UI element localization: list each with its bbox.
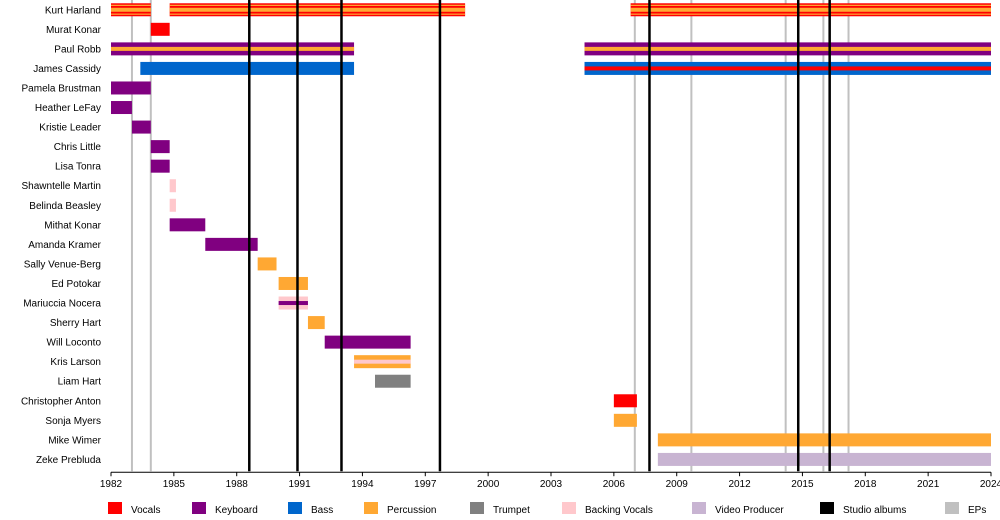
member-label-james-cassidy: James Cassidy xyxy=(33,64,101,75)
member-label-paul-robb: Paul Robb xyxy=(54,44,101,55)
x-tick-label-2024: 2024 xyxy=(980,479,1000,490)
x-tick-label-1994: 1994 xyxy=(351,479,374,490)
legend-swatch-percussion xyxy=(364,502,378,514)
member-label-mariuccia-nocera: Mariuccia Nocera xyxy=(23,299,101,310)
member-label-sally-venue-berg: Sally Venue-Berg xyxy=(24,259,101,270)
legend-swatch-video xyxy=(692,502,706,514)
bar-zeke-prebluda-0 xyxy=(657,452,991,466)
x-tick-label-1985: 1985 xyxy=(163,479,186,490)
bar-james-cassidy-0 xyxy=(140,61,355,75)
member-label-liam-hart: Liam Hart xyxy=(58,377,102,388)
legend-swatch-trumpet xyxy=(470,502,484,514)
bar-kris-larson-0-stripe xyxy=(354,359,411,364)
bar-heather-lefay-0 xyxy=(111,101,132,115)
x-tick-label-2006: 2006 xyxy=(603,479,626,490)
bar-kurt-harland-2-stripe-bottom xyxy=(630,13,991,15)
member-label-lisa-tonra: Lisa Tonra xyxy=(55,162,101,173)
bar-chris-little-0 xyxy=(150,140,170,154)
x-tick-label-1982: 1982 xyxy=(100,479,123,490)
x-axis: 1982 1985 1988 1991 1994 1997 2000 2003 2006 2009… xyxy=(100,471,1000,490)
legend-label-trumpet: Trumpet xyxy=(493,505,530,516)
legend-label-backing: Backing Vocals xyxy=(585,505,653,516)
bar-kristie-leader-0 xyxy=(131,120,151,134)
bar-mariuccia-nocera-0-stripe xyxy=(278,301,308,306)
member-label-shawntelle-martin: Shawntelle Martin xyxy=(22,181,101,192)
member-labels: Kurt Harland Murat Konar Paul Robb James Ca… xyxy=(21,5,102,466)
bar-murat-konar-0 xyxy=(150,22,170,36)
legend: Vocals Keyboard Bass Percussion Trumpet Backi… xyxy=(108,502,986,516)
x-tick-label-2000: 2000 xyxy=(477,479,500,490)
bar-mike-wimer-0 xyxy=(657,433,991,447)
legend-label-bass: Bass xyxy=(311,505,333,516)
bar-ed-potokar-0 xyxy=(278,276,308,290)
bar-kurt-harland-0-stripe-top xyxy=(111,4,151,6)
member-label-will-loconto: Will Loconto xyxy=(47,338,102,349)
bar-sonja-myers-0 xyxy=(613,413,637,427)
bar-kurt-harland-2-stripe-top xyxy=(630,4,991,6)
member-label-sonja-myers: Sonja Myers xyxy=(45,416,101,427)
bar-kurt-harland-0-stripe xyxy=(111,7,151,12)
member-label-ed-potokar: Ed Potokar xyxy=(52,279,102,290)
x-tick-label-1988: 1988 xyxy=(226,479,249,490)
bar-liam-hart-0 xyxy=(375,374,411,388)
bar-mithat-konar-0 xyxy=(169,218,206,232)
x-tick-label-2021: 2021 xyxy=(917,479,940,490)
x-tick-label-2015: 2015 xyxy=(791,479,814,490)
member-label-amanda-kramer: Amanda Kramer xyxy=(28,240,101,251)
member-label-kristie-leader: Kristie Leader xyxy=(39,123,101,134)
member-label-zeke-prebluda: Zeke Prebluda xyxy=(36,455,101,466)
bar-kurt-harland-2-stripe xyxy=(630,7,991,12)
bar-kurt-harland-1-stripe xyxy=(169,7,466,12)
x-tick-label-1997: 1997 xyxy=(414,479,437,490)
bar-pamela-brustman-0 xyxy=(111,81,151,95)
member-label-christopher-anton: Christopher Anton xyxy=(21,396,101,407)
bar-sally-venue-berg-0 xyxy=(257,257,277,271)
member-label-kris-larson: Kris Larson xyxy=(50,357,101,368)
member-bars xyxy=(111,3,991,466)
member-label-murat-konar: Murat Konar xyxy=(46,25,102,36)
x-tick-label-1991: 1991 xyxy=(288,479,311,490)
bar-christopher-anton-0 xyxy=(613,394,637,408)
bar-will-loconto-0 xyxy=(324,335,411,349)
member-label-chris-little: Chris Little xyxy=(54,142,102,153)
member-label-heather-lefay: Heather LeFay xyxy=(35,103,101,114)
x-tick-label-2003: 2003 xyxy=(540,479,563,490)
legend-swatch-ep xyxy=(945,502,959,514)
member-label-belinda-beasley: Belinda Beasley xyxy=(29,201,101,212)
legend-swatch-bass xyxy=(288,502,302,514)
legend-swatch-backing xyxy=(562,502,576,514)
bar-paul-robb-0-stripe xyxy=(111,46,355,51)
bar-lisa-tonra-0 xyxy=(150,159,170,173)
bar-kurt-harland-0-stripe-bottom xyxy=(111,13,151,15)
legend-label-studio: Studio albums xyxy=(843,505,906,516)
bar-kurt-harland-1-stripe-top xyxy=(169,4,466,6)
x-tick-label-2009: 2009 xyxy=(666,479,689,490)
legend-label-percussion: Percussion xyxy=(387,505,436,516)
studio-album-lines xyxy=(248,0,831,472)
x-tick-label-2018: 2018 xyxy=(854,479,877,490)
legend-label-ep: EPs xyxy=(968,505,986,516)
member-label-mike-wimer: Mike Wimer xyxy=(48,435,101,446)
legend-label-keyboard: Keyboard xyxy=(215,505,258,516)
member-label-kurt-harland: Kurt Harland xyxy=(45,5,101,16)
member-label-mithat-konar: Mithat Konar xyxy=(44,220,101,231)
legend-swatch-vocals xyxy=(108,502,122,514)
bar-shawntelle-martin-0 xyxy=(169,179,176,193)
ep-lines xyxy=(130,0,850,472)
legend-label-vocals: Vocals xyxy=(131,505,160,516)
legend-swatch-studio xyxy=(820,502,834,514)
bar-amanda-kramer-0 xyxy=(205,237,258,251)
bar-sherry-hart-0 xyxy=(307,316,325,330)
legend-swatch-keyboard xyxy=(192,502,206,514)
legend-label-video: Video Producer xyxy=(715,505,784,516)
bar-james-cassidy-1-stripe xyxy=(584,66,991,71)
bar-belinda-beasley-0 xyxy=(169,198,176,212)
bar-paul-robb-1-stripe xyxy=(584,46,991,51)
bar-kurt-harland-1-stripe-bottom xyxy=(169,13,466,15)
x-tick-label-2012: 2012 xyxy=(728,479,751,490)
member-label-sherry-hart: Sherry Hart xyxy=(50,318,101,329)
member-label-pamela-brustman: Pamela Brustman xyxy=(22,83,101,94)
